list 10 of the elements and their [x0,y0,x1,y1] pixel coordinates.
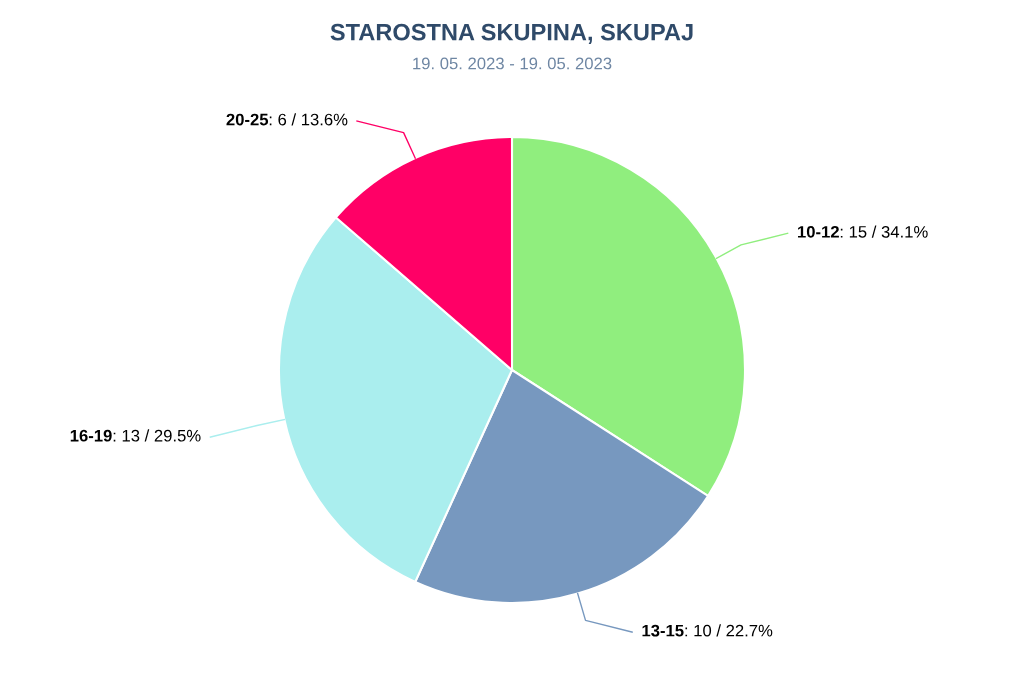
data-label: : 13 / 29.5% [113,429,201,442]
slice-label: 16-19 [70,429,112,442]
slice-label: 13-15 [642,624,684,637]
chart-subtitle: 19. 05. 2023 - 19. 05. 2023 [413,57,612,70]
data-label: : 15 / 34.1% [840,225,928,238]
data-label: : 10 / 22.7% [685,624,773,637]
slice-label: 10-12 [798,225,839,238]
slice-label: 20-25 [226,113,269,126]
chart-title: STAROSTNA SKUPINA, SKUPAJ [330,23,693,44]
data-label: : 6 / 13.6% [269,113,348,126]
